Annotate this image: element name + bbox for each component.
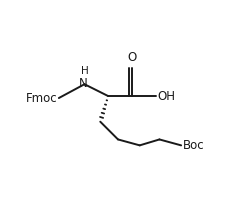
Text: OH: OH <box>157 90 175 103</box>
Text: O: O <box>127 51 137 64</box>
Text: H: H <box>81 66 88 76</box>
Text: N: N <box>79 77 88 90</box>
Text: Boc: Boc <box>183 139 205 152</box>
Text: Fmoc: Fmoc <box>26 92 58 105</box>
